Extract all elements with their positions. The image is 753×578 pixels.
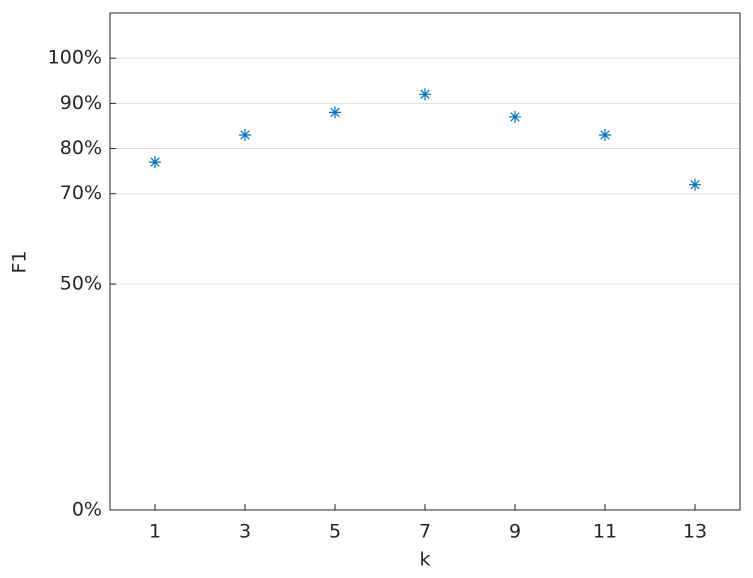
x-tick-label: 11: [593, 521, 617, 543]
x-tick-label: 3: [239, 521, 251, 543]
y-tick-label: 80%: [60, 137, 102, 159]
x-axis-label: k: [419, 549, 430, 571]
x-tick-label: 5: [329, 521, 341, 543]
x-tick-label: 7: [419, 521, 431, 543]
y-tick-label: 70%: [60, 182, 102, 204]
x-tick-label: 9: [509, 521, 521, 543]
point: [599, 128, 611, 141]
plot-area: [110, 13, 740, 510]
point: [419, 88, 431, 101]
point: [689, 178, 701, 191]
y-tick-label: 0%: [72, 499, 102, 521]
y-tick-label: 90%: [60, 92, 102, 114]
point: [329, 106, 341, 119]
point: [239, 128, 251, 141]
point: [149, 156, 161, 169]
x-tick-label: 13: [683, 521, 707, 543]
axes-box: [109, 12, 741, 511]
y-tick-label: 100%: [48, 47, 102, 69]
point: [509, 110, 521, 123]
y-axis-label: F1: [9, 250, 31, 273]
x-tick-label: 1: [149, 521, 161, 543]
y-tick-label: 50%: [60, 273, 102, 295]
